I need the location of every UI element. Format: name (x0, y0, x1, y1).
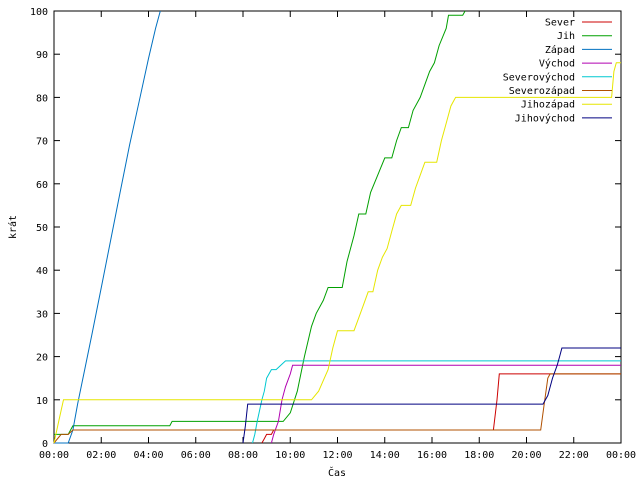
y-tick-label: 30 (36, 309, 48, 320)
series-line-1 (261, 373, 621, 444)
x-tick-label: 16:00 (417, 450, 447, 461)
x-axis: 00:00 02:00 04:00 06:00 08:00 10:00 12:00 14:00… (39, 11, 636, 461)
y-tick-label: 60 (36, 180, 48, 191)
x-tick-label: 22:00 (559, 450, 589, 461)
x-axis-label: Čas (328, 466, 346, 479)
y-tick-label: 10 (36, 396, 48, 407)
y-tick-label: 40 (36, 266, 48, 277)
x-tick-label: 00:00 (39, 450, 69, 461)
x-tick-label: 06:00 (181, 450, 211, 461)
x-tick-label: 12:00 (322, 450, 352, 461)
legend-label: Jihovýchod (515, 112, 575, 124)
x-tick-label: 20:00 (511, 450, 541, 461)
legend-label: Severozápad (509, 85, 575, 97)
y-axis: 0 10 20 30 40 50 60 70 80 90 100 (30, 7, 621, 450)
legend-label: Jih (557, 31, 575, 42)
x-tick-label: 08:00 (228, 450, 258, 461)
series-lines (53, 10, 621, 444)
legend-label: Západ (545, 44, 575, 56)
series-line-6 (53, 373, 621, 444)
y-tick-label: 20 (36, 353, 48, 364)
legend-label: Sever (545, 18, 575, 29)
y-tick-label: 50 (36, 223, 48, 234)
y-tick-label: 70 (36, 137, 48, 148)
y-tick-label: 90 (36, 50, 48, 61)
x-tick-label: 14:00 (370, 450, 400, 461)
x-tick-label: 04:00 (133, 450, 163, 461)
series-line-5 (252, 360, 621, 444)
y-tick-label: 100 (30, 7, 48, 18)
y-tick-label: 0 (42, 439, 48, 450)
legend-label: Severovýchod (503, 71, 575, 83)
legend-label: Východ (539, 58, 575, 70)
legend-label: Jihozápad (521, 99, 575, 111)
y-tick-label: 80 (36, 93, 48, 104)
series-line-2 (54, 10, 466, 435)
x-tick-label: 00:00 (606, 450, 636, 461)
x-tick-label: 10:00 (275, 450, 305, 461)
series-line-4 (270, 364, 621, 444)
y-axis-label: krát (7, 215, 19, 239)
series-line-7 (53, 62, 621, 444)
x-tick-label: 02:00 (86, 450, 116, 461)
series-line-3 (54, 10, 161, 444)
x-tick-label: 18:00 (464, 450, 494, 461)
series-line-8 (242, 347, 621, 444)
